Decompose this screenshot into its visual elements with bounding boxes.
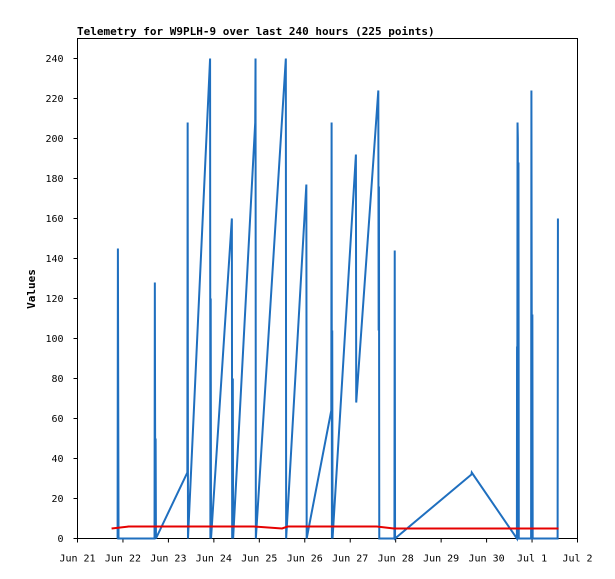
x-axis-ticks: Jun 21 Jun 22 Jun 23 Jun 24 Jun 25 Jun 26 Jun … (59, 538, 593, 565)
x-tick-label: Jun 27 (332, 554, 368, 565)
x-tick-label: Jul 1 (517, 554, 547, 565)
chart-title: Telemetry for W9PLH-9 over last 240 hour… (77, 25, 435, 38)
y-tick-label: 0 (57, 534, 63, 545)
y-tick-label: 20 (51, 494, 63, 505)
red-series-line (111, 525, 559, 530)
x-tick-label: Jun 28 (378, 554, 414, 565)
x-tick-label: Jun 30 (469, 554, 505, 565)
y-tick-label: 180 (45, 174, 63, 185)
x-tick-label: Jun 21 (59, 554, 95, 565)
x-tick-label: Jun 25 (241, 554, 277, 565)
y-tick-label: 40 (51, 454, 63, 465)
blue-series-line (116, 58, 559, 542)
x-tick-label: Jun 29 (423, 554, 459, 565)
y-tick-label: 220 (45, 94, 63, 105)
y-tick-label: 140 (45, 254, 63, 265)
y-tick-label: 200 (45, 134, 63, 145)
x-tick-label: Jun 26 (287, 554, 323, 565)
x-tick-label: Jul 2 (562, 554, 592, 565)
x-tick-label: Jun 23 (150, 554, 186, 565)
y-axis-ticks: 0 20 40 60 80 100 120 140 160 180 200 220 240 (45, 54, 78, 545)
x-tick-label: Jun 22 (105, 554, 141, 565)
y-axis-label: Values (25, 269, 38, 309)
x-tick-label: Jun 24 (196, 554, 232, 565)
y-tick-label: 120 (45, 294, 63, 305)
y-tick-label: 80 (51, 374, 63, 385)
y-tick-label: 60 (51, 414, 63, 425)
plot-frame (77, 38, 578, 539)
series-layer (111, 58, 559, 542)
y-tick-label: 240 (45, 54, 63, 65)
y-tick-label: 100 (45, 334, 63, 345)
y-tick-label: 160 (45, 214, 63, 225)
